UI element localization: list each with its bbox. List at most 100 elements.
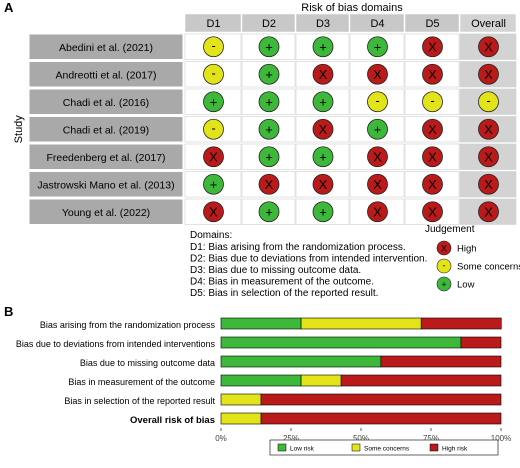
judgement-symbol: X (484, 122, 493, 137)
judgement-low-circle (203, 173, 224, 195)
study-axis-label: Study (13, 115, 25, 144)
judgement-low-circle (258, 118, 280, 140)
judgement-high-circle (422, 63, 443, 85)
study-name: Andreotti et al. (2017) (56, 69, 157, 81)
panel-b-label: B (4, 304, 14, 319)
legend-label-some: Some concerns (457, 262, 520, 273)
judgement-symbol: X (428, 177, 437, 192)
x-tick-label: 100% (491, 434, 511, 443)
judgement-low-circle (312, 36, 334, 58)
study-row-5 (28, 143, 184, 170)
legend-swatch-some-concerns (351, 443, 361, 452)
judgement-high-circle (478, 201, 499, 223)
judgement-low-circle (258, 91, 280, 113)
domain-header-overall (459, 13, 517, 33)
legend-label-low-risk: Low risk (290, 446, 315, 453)
judgement-low-circle (258, 63, 280, 85)
risk-of-bias-summary-chart: 0% 25% 50% 75% 100% Bias arising from the ran… (16, 317, 511, 456)
bar-low-risk (220, 336, 462, 349)
judgement-high-circle (422, 146, 443, 168)
judgement-symbol: X (428, 67, 437, 82)
study-row-3 (28, 88, 184, 115)
judgement-symbol: + (319, 204, 327, 219)
judgement-symbol: + (210, 177, 218, 192)
legend-swatch-low-risk (277, 443, 287, 452)
bar-high-risk (260, 393, 502, 406)
domain-header-label: D5 (425, 18, 439, 30)
bar-high-risk (460, 336, 502, 349)
judgement-high-circle (367, 173, 388, 195)
risk-of-bias-title: Risk of bias domains (301, 2, 403, 14)
bar-low-risk (220, 355, 382, 368)
judgement-high-circle (478, 173, 499, 195)
judgement-low-circle (312, 201, 334, 223)
legend-some-circle (436, 258, 452, 274)
judgement-some-circle (422, 91, 443, 113)
judgement-low-circle (312, 91, 334, 113)
domain-header-d2 (241, 13, 296, 33)
study-row-7 (28, 198, 184, 225)
judgement-symbol: + (265, 67, 273, 82)
judgement-symbol: - (375, 93, 379, 108)
judgement-symbol: - (211, 65, 215, 80)
judgement-symbol: X (484, 39, 493, 54)
judgement-symbol: + (319, 149, 327, 164)
judgement-symbol: + (319, 94, 327, 109)
judgement-some-circle (367, 91, 388, 113)
domain-header-label: D1 (206, 18, 220, 30)
judgement-some-circle (478, 91, 499, 113)
judgement-low-circle (203, 91, 224, 113)
bar-some-concerns (220, 412, 262, 425)
legend-label-high-risk: High risk (442, 446, 468, 453)
risk-of-bias-traffic-light-plot: Risk of bias domains D1 D2 D3 D4 D5 Overall Stu… (13, 2, 520, 299)
judgement-low-circle (258, 201, 280, 223)
judgement-symbol: X (319, 67, 328, 82)
judgement-high-circle (422, 173, 443, 195)
judgement-high-circle (422, 118, 443, 140)
judgement-symbol: X (484, 67, 493, 82)
category-label: Overall risk of bias (130, 415, 215, 426)
study-row-2 (28, 61, 184, 88)
x-tick-label: 75% (423, 434, 439, 443)
x-tick-label: 0% (215, 434, 227, 443)
study-name: Jastrowski Mano et al. (2013) (37, 179, 174, 191)
category-label: Bias in selection of the reported result (64, 396, 215, 406)
bar-low-risk (220, 374, 302, 387)
judgement-high-circle (478, 146, 499, 168)
judgement-high-circle (312, 118, 334, 140)
study-row-1 (28, 33, 184, 60)
judgement-legend-title: Judgement (425, 224, 475, 235)
judgement-high-circle (312, 173, 334, 195)
study-name: Freedenberg et al. (2017) (46, 152, 165, 164)
study-name: Abedini et al. (2021) (59, 42, 153, 54)
domain-header-label: D3 (316, 18, 330, 30)
legend-label-low: Low (457, 280, 475, 291)
category-label: Bias arising from the randomization proc… (40, 320, 216, 330)
domain-note-4: D4: Bias in measurement of the outcome. (190, 277, 374, 288)
domain-note-2: D2: Bias due to deviations from intended… (190, 254, 427, 265)
judgement-some-circle (203, 63, 224, 85)
legend-symbol: - (443, 261, 446, 271)
domain-header-d3 (295, 13, 350, 33)
bar-high-risk (340, 374, 502, 387)
domain-note-1: D1: Bias arising from the randomization … (190, 242, 406, 253)
judgement-symbol: X (428, 149, 437, 164)
domain-header-label: D4 (370, 18, 384, 30)
study-name: Chadi et al. (2016) (63, 97, 149, 109)
legend-high-circle (436, 240, 452, 256)
judgement-symbol: + (265, 122, 273, 137)
bar-high-risk (420, 317, 502, 330)
judgement-low-circle (312, 146, 334, 168)
judgement-symbol: + (265, 204, 273, 219)
judgement-low-circle (367, 118, 388, 140)
judgement-symbol: X (373, 177, 382, 192)
judgement-symbol: X (484, 149, 493, 164)
bar-low-risk (220, 317, 302, 330)
judgement-symbol: + (265, 149, 273, 164)
x-tick-label: 25% (283, 434, 299, 443)
domain-header-d4 (349, 13, 405, 33)
judgement-high-circle (478, 36, 499, 58)
legend-label-high: High (457, 244, 477, 255)
domain-note-3: D3: Bias due to missing outcome data. (190, 265, 361, 276)
judgement-some-circle (203, 36, 224, 58)
